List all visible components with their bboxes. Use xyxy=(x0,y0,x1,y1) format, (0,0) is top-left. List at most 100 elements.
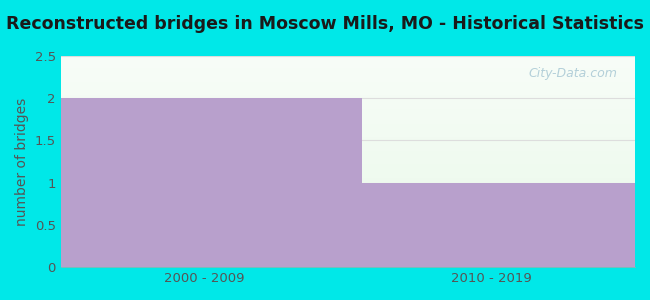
Bar xyxy=(60,208,635,209)
Bar xyxy=(60,83,635,84)
Bar xyxy=(60,151,635,152)
Bar xyxy=(60,176,635,177)
Bar xyxy=(60,147,635,148)
Bar xyxy=(60,240,635,241)
Bar xyxy=(60,90,635,91)
Bar xyxy=(60,192,635,193)
Bar xyxy=(60,256,635,257)
Bar xyxy=(60,174,635,175)
Bar xyxy=(60,65,635,66)
Bar xyxy=(60,72,635,73)
Bar xyxy=(60,120,635,121)
Bar xyxy=(60,251,635,252)
Bar xyxy=(60,114,635,115)
Bar xyxy=(60,85,635,86)
Bar xyxy=(60,154,635,155)
Bar xyxy=(60,157,635,158)
Bar xyxy=(60,218,635,219)
Bar xyxy=(60,129,635,130)
Bar xyxy=(60,71,635,72)
Bar xyxy=(60,164,635,165)
Bar xyxy=(60,103,635,104)
Bar xyxy=(60,127,635,128)
Bar xyxy=(60,138,635,139)
Bar xyxy=(60,88,635,89)
Bar xyxy=(60,150,635,151)
Bar xyxy=(60,116,635,117)
Bar xyxy=(60,124,635,125)
Bar xyxy=(60,238,635,239)
Bar xyxy=(60,182,635,183)
Bar xyxy=(60,221,635,222)
Bar xyxy=(60,105,635,106)
Bar xyxy=(60,130,635,131)
Bar xyxy=(60,217,635,218)
Bar xyxy=(60,76,635,77)
Bar xyxy=(60,229,635,230)
Bar xyxy=(60,196,635,197)
Bar xyxy=(60,119,635,120)
Bar xyxy=(60,173,635,174)
Bar xyxy=(60,82,635,83)
Bar xyxy=(60,206,635,207)
Bar xyxy=(60,141,635,142)
Bar xyxy=(60,246,635,247)
Text: City-Data.com: City-Data.com xyxy=(529,67,617,80)
Bar xyxy=(60,244,635,245)
Bar xyxy=(60,170,635,171)
Bar xyxy=(60,220,635,221)
Bar xyxy=(60,110,635,111)
Bar xyxy=(60,257,635,258)
Bar xyxy=(60,146,635,147)
Bar xyxy=(60,148,635,149)
Bar xyxy=(60,104,635,105)
Bar xyxy=(60,264,635,265)
Bar xyxy=(60,57,635,58)
Bar xyxy=(60,78,635,79)
Bar xyxy=(60,236,635,237)
Bar xyxy=(60,117,635,118)
Bar xyxy=(60,261,635,262)
Bar xyxy=(60,222,635,223)
Bar xyxy=(60,94,635,95)
Bar xyxy=(60,228,635,229)
Bar xyxy=(60,69,635,70)
Bar xyxy=(60,189,635,190)
Bar xyxy=(60,205,635,206)
Bar xyxy=(60,66,635,67)
Bar xyxy=(60,160,635,161)
Bar xyxy=(60,107,635,108)
Bar xyxy=(60,179,635,180)
Bar xyxy=(60,86,635,87)
Bar xyxy=(60,61,635,62)
Bar xyxy=(60,163,635,164)
Bar xyxy=(60,258,635,259)
Bar xyxy=(60,180,635,181)
Bar xyxy=(60,121,635,122)
Bar xyxy=(60,169,635,170)
Bar xyxy=(60,185,635,186)
Bar xyxy=(60,61,635,62)
Bar xyxy=(60,177,635,178)
Bar xyxy=(60,259,635,260)
Bar xyxy=(60,145,635,146)
Bar xyxy=(60,137,635,138)
Bar xyxy=(60,142,635,143)
Bar xyxy=(60,243,635,244)
Bar xyxy=(60,96,635,97)
Bar xyxy=(60,58,635,59)
Bar xyxy=(60,262,635,263)
Bar xyxy=(60,225,635,226)
Bar xyxy=(60,190,635,191)
Bar xyxy=(60,239,635,240)
Bar xyxy=(60,101,635,102)
Bar xyxy=(60,132,635,133)
Bar xyxy=(60,75,635,76)
Bar xyxy=(60,233,635,234)
Bar xyxy=(60,248,635,249)
Bar xyxy=(60,134,635,135)
Text: Reconstructed bridges in Moscow Mills, MO - Historical Statistics: Reconstructed bridges in Moscow Mills, M… xyxy=(6,15,644,33)
Bar xyxy=(60,199,635,200)
Bar xyxy=(60,183,635,184)
Bar xyxy=(60,108,635,109)
